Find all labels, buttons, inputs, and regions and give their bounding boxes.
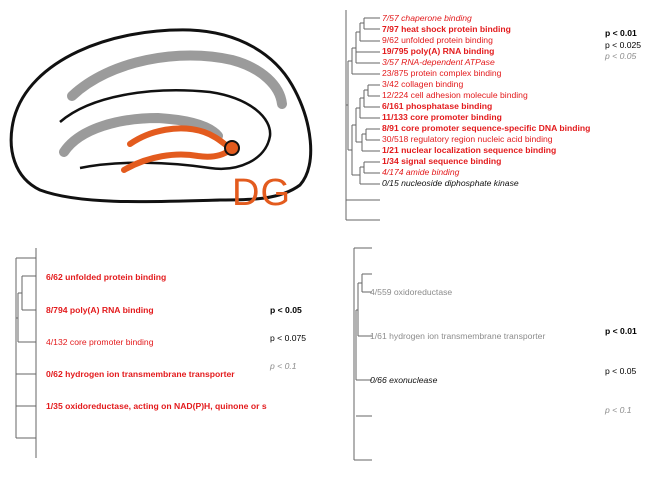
brain-outline (9, 28, 313, 204)
pvalue-legend-0025: p < 0.025 (605, 40, 642, 50)
term-collagen-binding: 3/42 collagen binding (382, 79, 464, 89)
term-nuclear-localization-sequence-binding: 1/21 nuclear localization sequence bindi… (382, 145, 557, 155)
dendrogram-bottom-right (353, 247, 372, 461)
dendrogram-top-right (345, 10, 380, 221)
term-regulatory-region-nucleic-acid-binding: 30/518 regulatory region nucleic acid bi… (382, 134, 553, 144)
term-oxidoreductase-nadph-bl: 1/35 oxidoreductase, acting on NAD(P)H, … (46, 401, 267, 411)
dentate-gyrus-region-2 (121, 147, 233, 173)
pvalue-legend-01-bl: p < 0.1 (270, 361, 297, 371)
term-amide-binding: 4/174 amide binding (382, 167, 460, 177)
pvalue-legend-005-bl: p < 0.05 (270, 305, 302, 315)
term-exonuclease-br: 0/66 exonuclease (370, 375, 438, 385)
ca-arc-lower (59, 112, 223, 157)
dentate-gyrus-label: DG (232, 172, 291, 214)
term-protein-complex-binding: 23/875 protein complex binding (382, 68, 502, 78)
term-hydrogen-ion-transporter-br: 1/61 hydrogen ion transmembrane transpor… (370, 331, 546, 341)
ca-arc-upper (67, 50, 287, 109)
pvalue-legend-001: p < 0.01 (605, 28, 637, 38)
pvalue-legend-001-br: p < 0.01 (605, 326, 637, 336)
term-rna-dependent-atpase: 3/57 RNA-dependent ATPase (382, 57, 495, 67)
dentate-gyrus-node (224, 140, 240, 156)
term-chaperone-binding: 7/57 chaperone binding (382, 13, 472, 23)
term-unfolded-protein-binding-bl: 6/62 unfolded protein binding (46, 272, 167, 282)
term-hydrogen-ion-transporter-bl: 0/62 hydrogen ion transmembrane transpor… (46, 369, 235, 379)
term-oxidoreductase-br: 4/559 oxidoreductase (370, 287, 453, 297)
pvalue-legend-005-br: p < 0.05 (605, 366, 637, 376)
term-cell-adhesion-molecule-binding: 12/224 cell adhesion molecule binding (382, 90, 528, 100)
term-signal-sequence-binding: 1/34 signal sequence binding (382, 156, 502, 166)
term-polya-rna-binding-bl: 8/794 poly(A) RNA binding (46, 305, 154, 315)
term-phosphatase-binding: 6/161 phosphatase binding (382, 101, 493, 111)
dentate-gyrus-region (127, 125, 233, 151)
term-core-promoter-sequence-specific-dna-binding: 8/91 core promoter sequence-specific DNA… (382, 123, 591, 133)
term-core-promoter-binding-bl: 4/132 core promoter binding (46, 337, 154, 347)
dendrogram-bottom-left (15, 248, 37, 458)
term-nucleoside-diphosphate-kinase: 0/15 nucleoside diphosphate kinase (382, 178, 519, 188)
term-heat-shock-protein-binding: 7/97 heat shock protein binding (382, 24, 511, 34)
term-core-promoter-binding: 11/133 core promoter binding (382, 112, 502, 122)
term-polya-rna-binding: 19/795 poly(A) RNA binding (382, 46, 495, 56)
term-unfolded-protein-binding: 9/62 unfolded protein binding (382, 35, 493, 45)
pvalue-legend-0075-bl: p < 0.075 (270, 333, 307, 343)
pvalue-legend-01-br: p < 0.1 (605, 405, 632, 415)
inner-black-curve (59, 89, 272, 170)
pvalue-legend-005: p < 0.05 (605, 51, 637, 61)
